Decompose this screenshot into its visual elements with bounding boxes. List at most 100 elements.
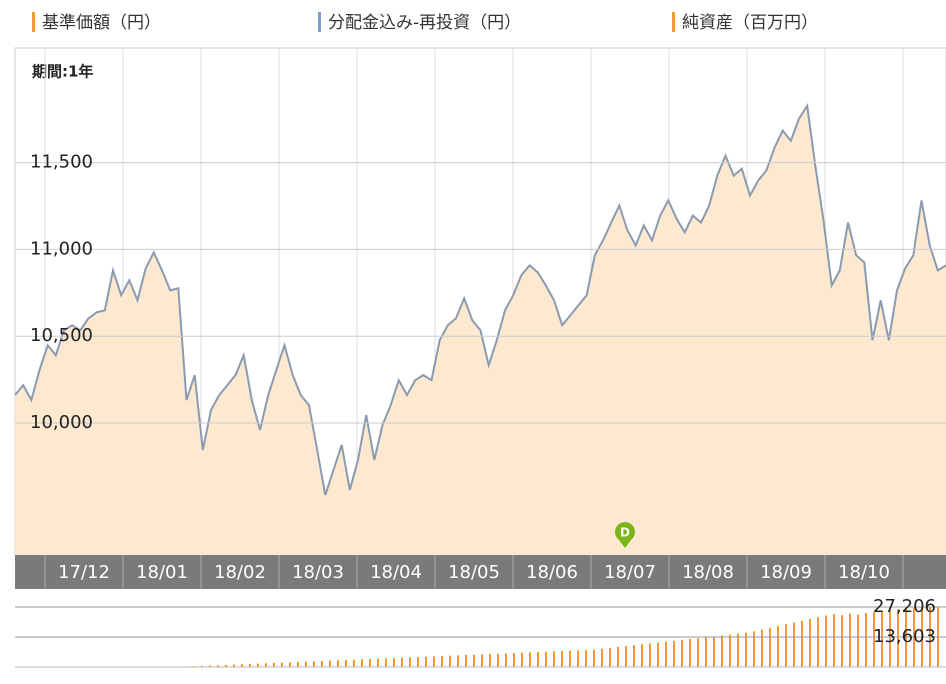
bar <box>905 608 907 667</box>
bar <box>521 652 523 667</box>
bar <box>369 658 371 667</box>
bar <box>681 639 683 667</box>
bar <box>249 663 251 667</box>
y-tick-label: 11,500 <box>30 152 93 173</box>
x-tick-label: 18/09 <box>760 562 812 583</box>
bar <box>737 633 739 667</box>
bar <box>337 660 339 667</box>
bar <box>409 657 411 667</box>
bar <box>617 646 619 667</box>
x-tick-label: 18/01 <box>136 562 188 583</box>
bar <box>281 662 283 667</box>
y-tick-label: 11,000 <box>30 238 93 259</box>
bar <box>585 650 587 667</box>
bar <box>729 634 731 667</box>
line <box>14 102 946 496</box>
bar <box>457 655 459 667</box>
bar <box>785 624 787 667</box>
bar <box>425 656 427 667</box>
bar <box>769 627 771 667</box>
bar <box>489 653 491 667</box>
bar <box>321 660 323 667</box>
bar <box>497 653 499 667</box>
x-tick-label: 18/06 <box>526 562 578 583</box>
bar <box>673 640 675 667</box>
bar <box>609 647 611 667</box>
bar <box>265 663 267 667</box>
bar <box>705 637 707 667</box>
bar <box>697 638 699 667</box>
bar <box>849 613 851 667</box>
bar <box>209 665 211 667</box>
bar <box>801 620 803 667</box>
bar <box>601 648 603 667</box>
bar <box>361 659 363 667</box>
bar <box>297 661 299 667</box>
legend-label: 分配金込み-再投資（円） <box>328 13 521 33</box>
bar <box>817 617 819 667</box>
y-tick-label: 10,500 <box>30 325 93 346</box>
x-tick-label: 17/12 <box>58 562 110 583</box>
bar <box>465 654 467 667</box>
x-tick-label: 18/04 <box>370 562 422 583</box>
legend-swatch <box>318 12 321 32</box>
bar <box>753 631 755 667</box>
bar <box>561 651 563 667</box>
bar <box>593 649 595 667</box>
y-tick-label: 13,603 <box>873 626 936 647</box>
bar <box>569 650 571 667</box>
bar <box>513 652 515 667</box>
bar <box>793 622 795 667</box>
bar <box>641 644 643 667</box>
bar <box>857 614 859 667</box>
bar <box>777 625 779 667</box>
bar <box>529 652 531 667</box>
bar <box>345 659 347 667</box>
bar <box>825 615 827 667</box>
bar <box>657 642 659 667</box>
bar <box>649 643 651 667</box>
bar <box>889 610 891 667</box>
bar <box>353 659 355 667</box>
bar <box>881 611 883 667</box>
bar <box>721 635 723 667</box>
bar <box>625 646 627 667</box>
period-label: 期間:1年 <box>32 63 93 81</box>
x-tick-label: 18/07 <box>604 562 656 583</box>
bar <box>433 656 435 667</box>
bar <box>537 652 539 667</box>
bar <box>745 632 747 667</box>
bar <box>481 654 483 667</box>
bar <box>505 653 507 667</box>
bar <box>233 664 235 667</box>
x-tick-label: 18/02 <box>214 562 266 583</box>
bar <box>553 651 555 667</box>
bar <box>217 665 219 667</box>
bar <box>241 664 243 667</box>
bar <box>865 612 867 667</box>
x-tick-label: 18/05 <box>448 562 500 583</box>
month-band <box>15 555 946 589</box>
x-tick-label: 18/03 <box>292 562 344 583</box>
y-tick-label: 27,206 <box>873 596 936 617</box>
bar <box>545 651 547 667</box>
bar <box>897 609 899 667</box>
bar <box>257 663 259 667</box>
bar <box>273 662 275 667</box>
bar <box>393 657 395 667</box>
legend-swatch <box>672 12 675 32</box>
y-tick-label: 10,000 <box>30 412 93 433</box>
bar <box>401 657 403 667</box>
legend-label: 純資産（百万円） <box>682 13 818 33</box>
bar <box>633 645 635 667</box>
bar <box>577 650 579 667</box>
bar <box>441 655 443 667</box>
bar <box>193 666 195 667</box>
dividend-label: D <box>620 526 630 540</box>
x-tick-label: 18/10 <box>838 562 890 583</box>
bar <box>305 661 307 667</box>
legend-swatch <box>32 12 35 32</box>
legend-label: 基準価額（円） <box>42 13 161 33</box>
bar <box>713 636 715 667</box>
